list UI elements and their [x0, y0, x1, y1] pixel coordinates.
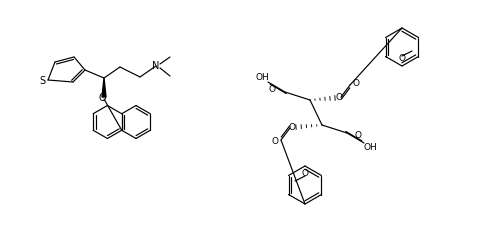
Polygon shape — [102, 78, 106, 97]
Text: O: O — [399, 54, 406, 63]
Text: O: O — [301, 169, 308, 179]
Text: O: O — [335, 93, 342, 102]
Text: O: O — [288, 124, 295, 133]
Text: OH: OH — [255, 74, 269, 82]
Text: OH: OH — [363, 142, 377, 152]
Text: O: O — [269, 86, 276, 94]
Text: O: O — [355, 130, 362, 140]
Text: O: O — [353, 78, 360, 87]
Text: O: O — [98, 93, 106, 103]
Text: O: O — [272, 137, 279, 146]
Text: S: S — [39, 76, 45, 86]
Text: N: N — [152, 61, 160, 71]
